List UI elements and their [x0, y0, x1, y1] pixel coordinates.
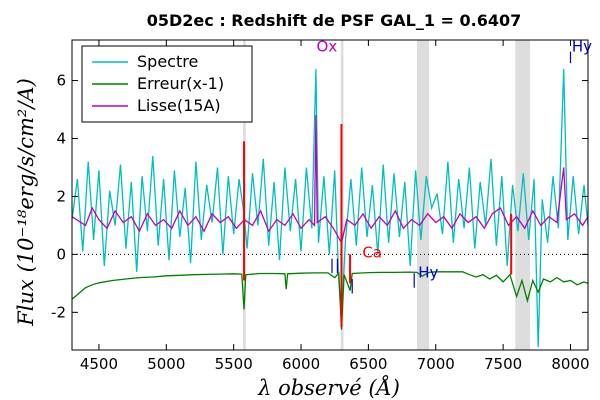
y-tick-label-0: -2: [51, 303, 66, 321]
x-tick-label-6: 7500: [484, 355, 522, 373]
series-layer: [71, 68, 589, 348]
x-tick-label-1: 5000: [147, 355, 185, 373]
series-line-2: [71, 115, 589, 245]
legend-label-spectre: Spectre: [137, 52, 198, 71]
y-tick-label-3: 4: [56, 130, 66, 148]
line-marker-label-2: Hy: [418, 264, 438, 282]
line-marker-label-3: Hy: [572, 38, 592, 56]
x-axis-ticks: 4500 5000 5500 6000 6500 7000 7500 8000: [80, 40, 590, 373]
y-axis-ticks: -2 0 2 4 6: [51, 72, 588, 321]
x-tick-label-4: 6500: [349, 355, 387, 373]
plot-frame: [71, 39, 589, 351]
line-marker-label-0: Ox: [317, 38, 338, 56]
legend-label-lisse: Lisse(15A): [137, 96, 221, 115]
x-tick-label-7: 8000: [551, 355, 589, 373]
y-tick-label-4: 6: [56, 72, 66, 90]
x-axis-label: λ observé (Å): [257, 375, 400, 400]
x-tick-label-2: 5500: [215, 355, 253, 373]
y-tick-label-2: 2: [56, 187, 66, 205]
x-tick-label-5: 7000: [417, 355, 455, 373]
chart-title: 05D2ec : Redshift de PSF GAL_1 = 0.6407: [147, 11, 522, 30]
line-markers: Ox Ca Hy Hy: [243, 38, 592, 327]
line-marker-label-1: Ca: [362, 243, 382, 261]
legend: Spectre Erreur(x-1) Lisse(15A): [81, 45, 253, 123]
y-axis-label: Flux (10⁻¹⁸erg/s/cm²/A): [14, 78, 38, 327]
shaded-band-2: [416, 40, 430, 350]
legend-label-erreur: Erreur(x-1): [137, 74, 224, 93]
y-tick-label-1: 0: [56, 245, 66, 263]
shaded-band-3: [515, 40, 531, 350]
series-line-1: [71, 271, 589, 330]
shaded-bands: [243, 40, 531, 350]
x-tick-label-3: 6000: [282, 355, 320, 373]
series-line-0: [71, 68, 589, 348]
x-tick-label-0: 4500: [80, 355, 118, 373]
